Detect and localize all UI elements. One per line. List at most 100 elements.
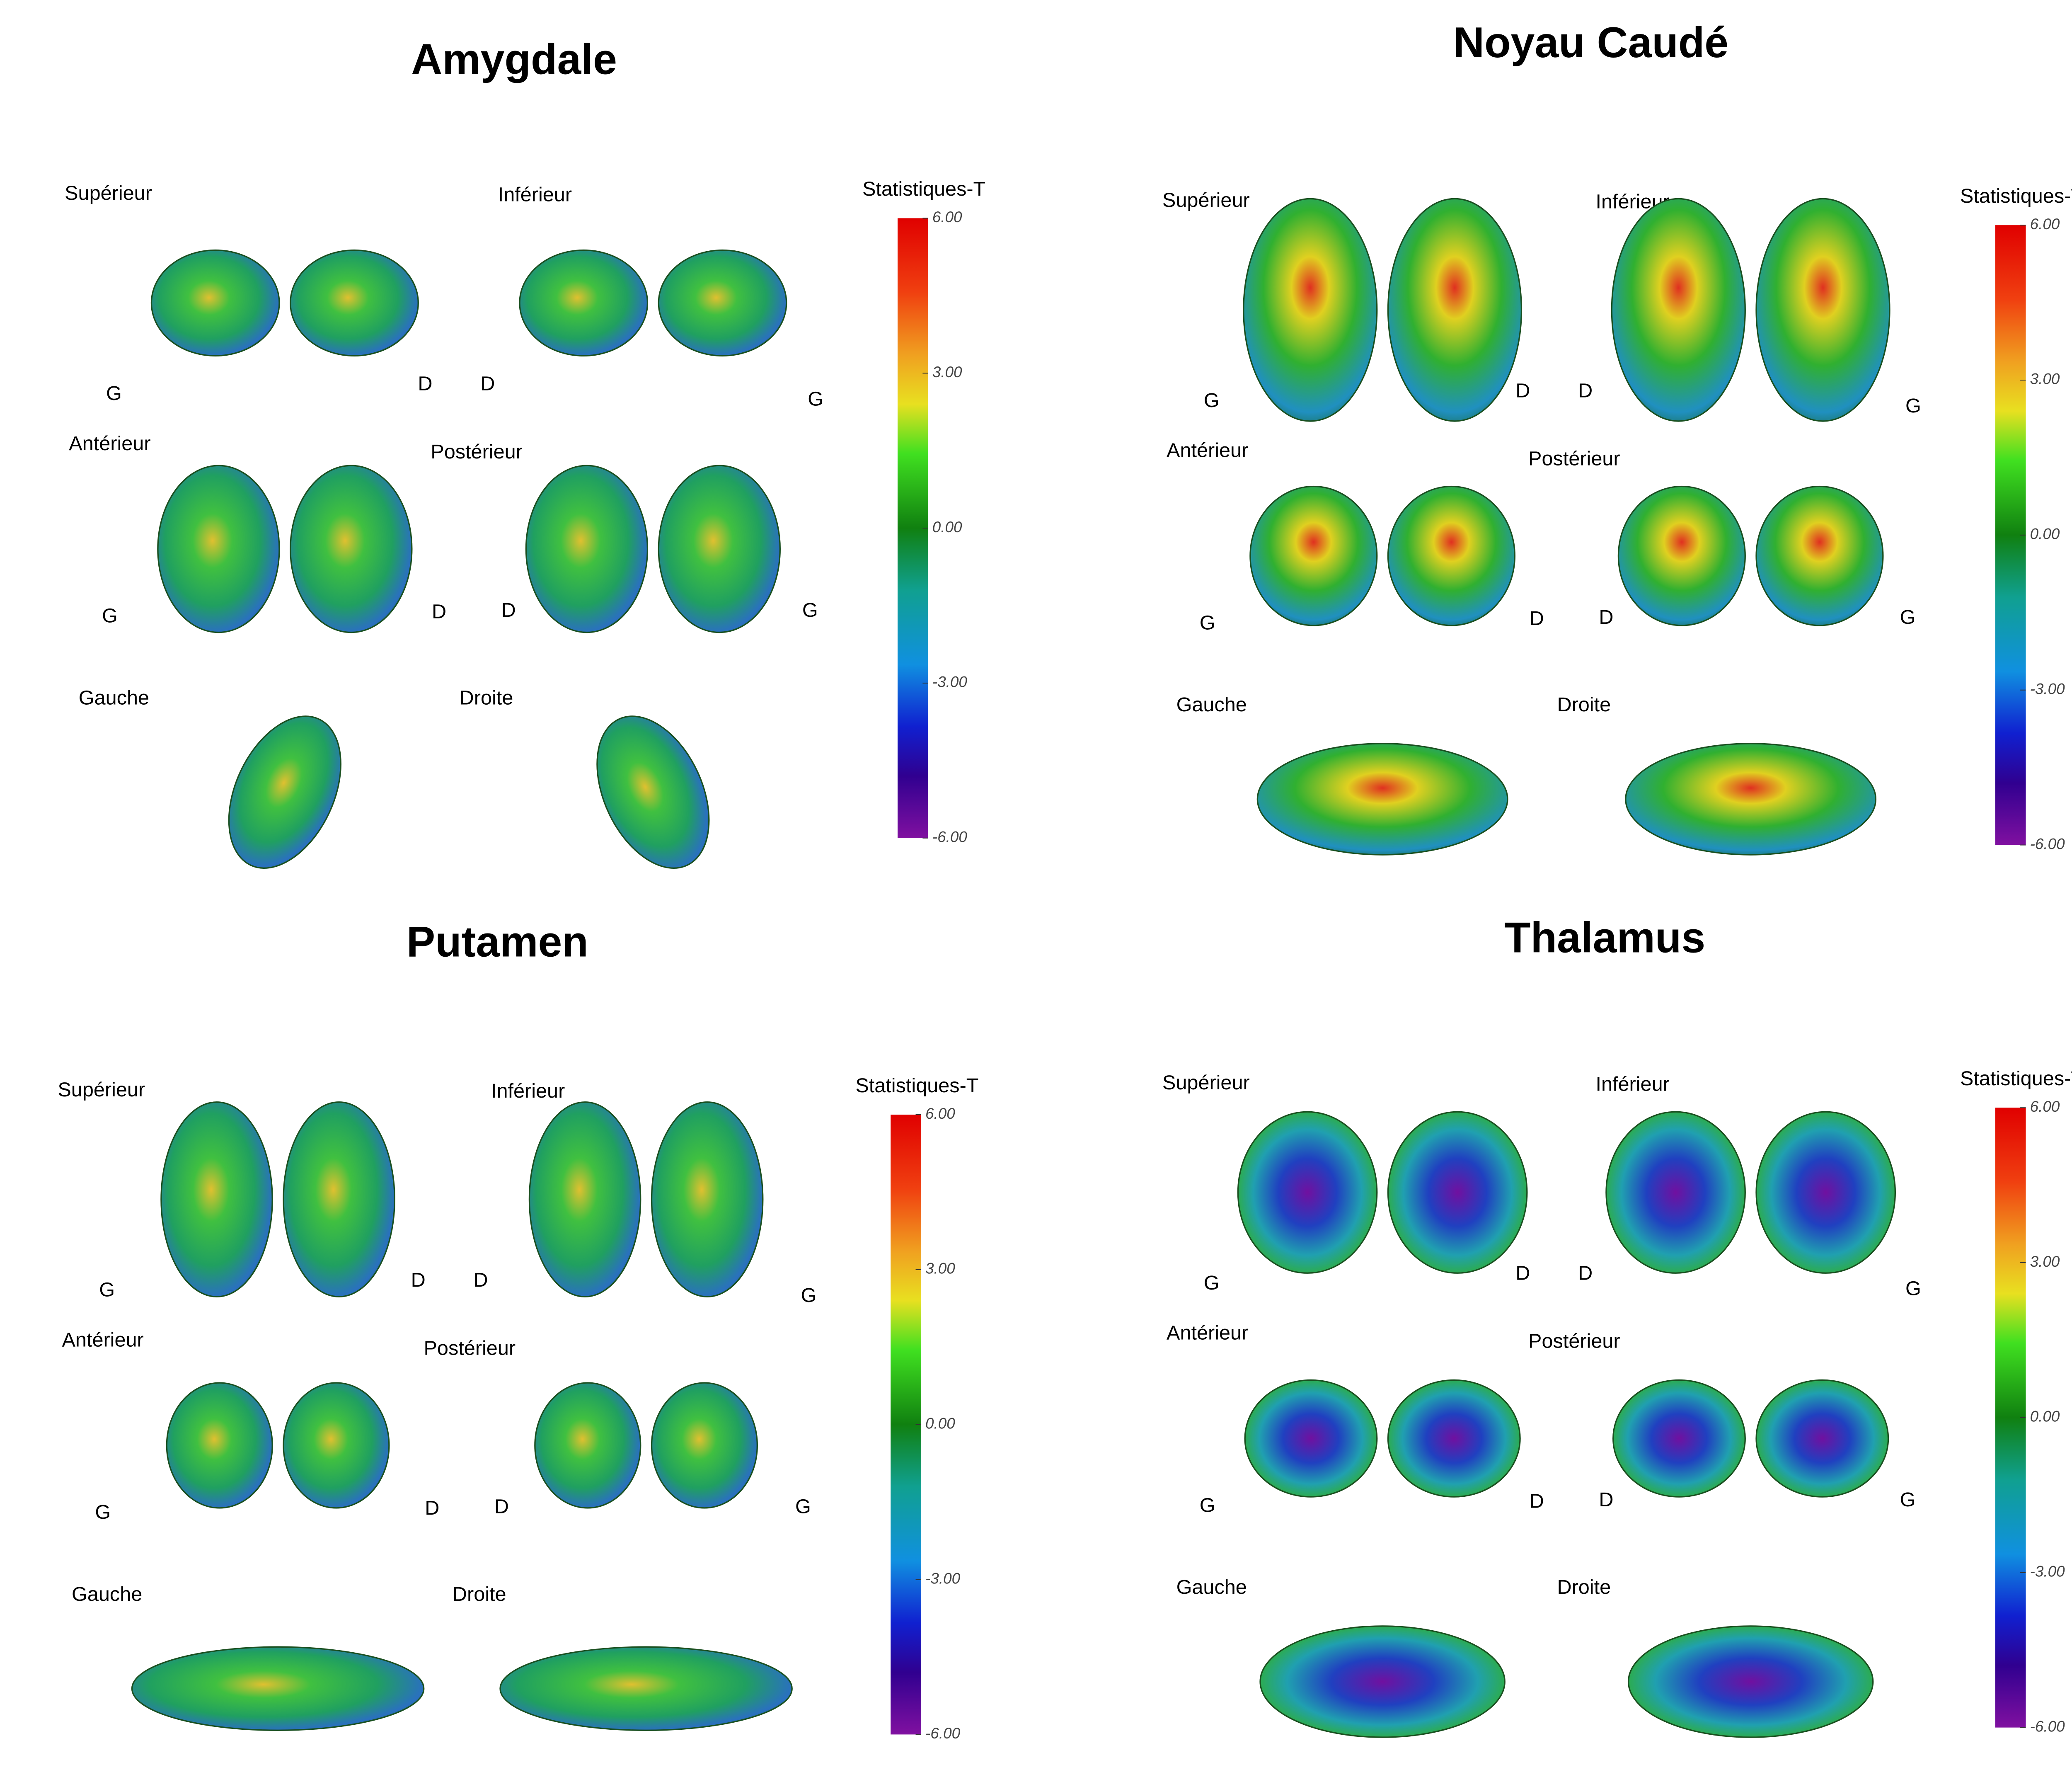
view-label: Antérieur [1167,439,1248,462]
structure-surface [1243,198,1378,422]
colorbar-tick-label: -3.00 [932,674,968,691]
colorbar-tick-label: 0.00 [932,519,962,536]
colorbar-tick-label: -6.00 [2030,1718,2065,1735]
panel-title: Noyau Caudé [1453,19,1728,67]
orientation-label: D [411,1269,426,1291]
orientation-label: G [102,605,118,627]
view-label: Supérieur [1162,1072,1250,1094]
orientation-label: G [801,1284,816,1307]
colorbar-tick-label: -3.00 [925,1570,961,1587]
view-label: Droite [1557,1576,1611,1598]
orientation-label: D [1599,1489,1613,1511]
orientation-label: G [808,388,823,410]
colorbar-title: Statistiques-T [862,178,985,200]
colorbar-tick-label: 3.00 [2030,371,2060,388]
orientation-label: G [1200,611,1215,634]
orientation-label: G [802,599,818,621]
structure-surface [1259,1625,1506,1738]
structure-surface [658,249,787,357]
structure-surface [290,465,413,633]
view-label: Gauche [1176,1576,1247,1598]
orientation-label: G [1900,1489,1916,1511]
view-label: Inférieur [1595,1073,1669,1095]
orientation-label: G [795,1496,811,1518]
orientation-label: G [95,1501,111,1523]
colorbar-tick-label: 6.00 [932,208,962,225]
colorbar-tick-label: -6.00 [2030,835,2065,852]
orientation-label: G [1900,606,1916,628]
structure-surface [1755,1379,1889,1498]
structure-surface [1249,485,1378,626]
colorbar-tick-label: 0.00 [925,1415,955,1432]
orientation-label: D [1515,1262,1530,1284]
structure-surface [499,1646,793,1731]
structure-surface [1387,198,1523,422]
colorbar-tick-label: 3.00 [932,364,962,381]
structure-surface [519,249,649,357]
structure-surface [1612,1379,1746,1498]
view-label: Droite [453,1583,506,1605]
orientation-label: D [474,1269,488,1291]
structure-surface [596,715,710,869]
view-label: Antérieur [1167,1322,1248,1344]
orientation-label: D [1530,1490,1544,1512]
structure-surface [534,1382,641,1509]
panel-title: Thalamus [1504,914,1705,962]
structure-surface [228,715,341,869]
structure-surface [1237,1111,1378,1274]
structure-surface [131,1646,425,1731]
view-label: Supérieur [58,1079,145,1101]
structure-surface [651,1101,764,1297]
view-label: Supérieur [1162,189,1250,211]
colorbar-tick-label: -6.00 [932,829,968,846]
structure-surface [1256,743,1508,856]
view-label: Postérieur [1528,1330,1620,1353]
structure-surface [1611,198,1746,422]
structure-surface [658,465,781,633]
colorbar-tick-label: 0.00 [2030,1408,2060,1425]
structure-surface [1755,485,1884,626]
orientation-label: G [99,1279,115,1301]
colorbar-tick-label: 6.00 [2030,216,2060,233]
orientation-label: D [1515,379,1530,402]
view-label: Supérieur [65,182,152,204]
view-label: Postérieur [424,1337,516,1359]
orientation-label: G [1200,1494,1215,1516]
structure-surface [157,465,280,633]
structure-surface [150,249,280,357]
colorbar-tick-label: 0.00 [2030,526,2060,543]
colorbar-tick-label: 6.00 [2030,1098,2060,1115]
colorbar-tick-label: 3.00 [925,1260,955,1277]
panel-title: Amygdale [411,35,617,83]
panel: Putamen Supérieur G D Inférieur D G Antérieur G D… [58,918,978,1742]
view-label: Antérieur [62,1329,144,1351]
orientation-label: G [106,382,122,405]
orientation-label: D [494,1496,509,1518]
structure-surface [1617,485,1746,626]
structure-surface [283,1382,390,1509]
colorbar-tick-label: -3.00 [2030,680,2065,697]
view-label: Gauche [79,686,149,709]
colorbar-tick-label: -3.00 [2030,1563,2065,1580]
colorbar-title: Statistiques-T [1960,185,2072,207]
structure-surface [1387,1379,1521,1498]
structure-surface [160,1101,273,1297]
orientation-label: G [1204,1272,1220,1294]
colorbar-tick-label: -6.00 [925,1725,961,1742]
structure-surface [166,1382,273,1509]
panel: Thalamus Supérieur G D Inférieur D G Antérieur G… [1162,914,2072,1738]
orientation-label: D [1599,606,1613,628]
structure-surface [1755,1111,1896,1274]
view-label: Antérieur [69,432,150,455]
orientation-label: D [480,373,495,395]
orientation-label: G [1905,1277,1921,1299]
colorbar-title: Statistiques-T [855,1074,978,1097]
orientation-label: D [501,599,516,621]
orientation-label: D [1578,379,1593,402]
structure-surface [528,1101,641,1297]
structure-surface [1627,1625,1874,1738]
structure-surface [1387,485,1516,626]
view-label: Postérieur [1528,448,1620,470]
